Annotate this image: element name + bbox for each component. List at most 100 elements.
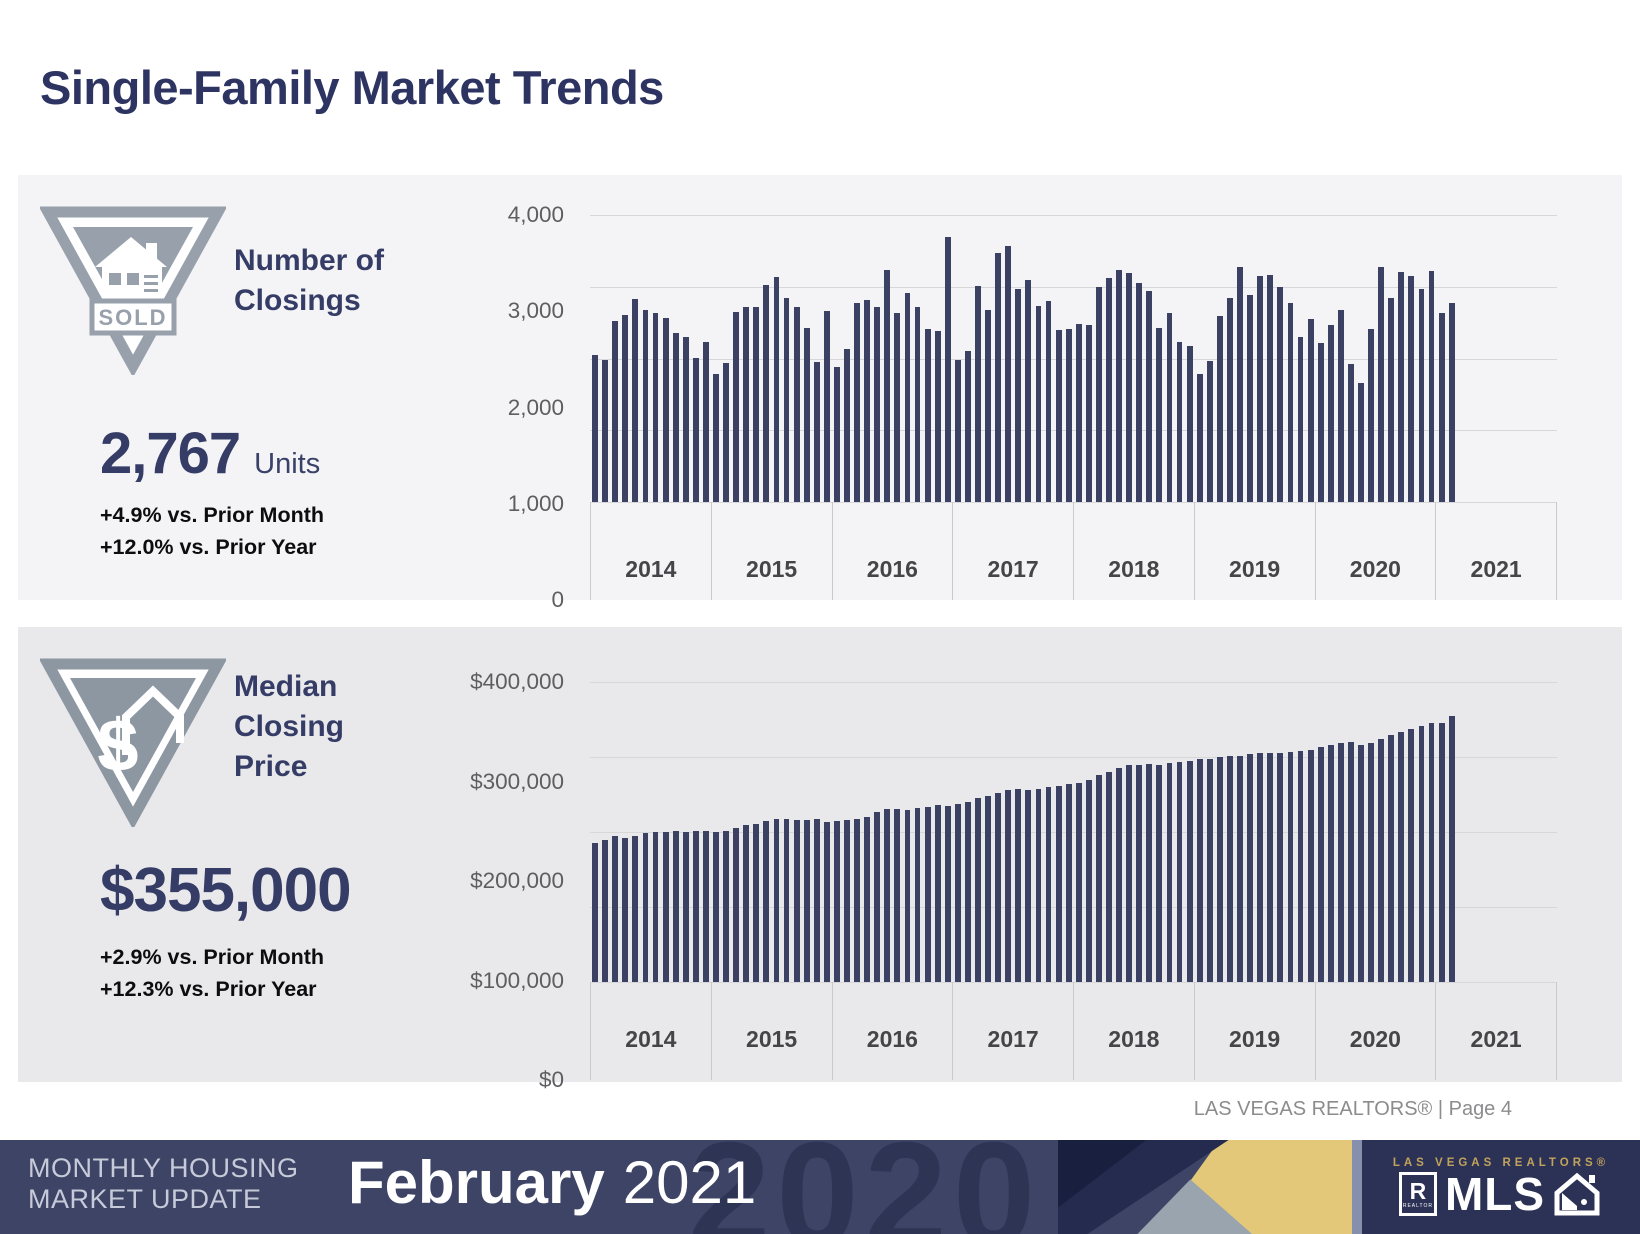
data-bar: [753, 823, 760, 982]
bar-slot: [731, 682, 741, 982]
bar-slot: [1104, 215, 1114, 502]
data-bar: [1065, 329, 1072, 502]
bar-slot: [923, 215, 933, 502]
data-bar: [894, 313, 901, 502]
data-bar: [1418, 289, 1425, 502]
mls-logo-realtors-text: LAS VEGAS REALTORS®: [1392, 1157, 1610, 1169]
bar-slot: [963, 215, 973, 502]
data-bar: [1085, 324, 1092, 502]
x-axis-year-section: 2015: [710, 982, 832, 1080]
data-bar: [1025, 790, 1032, 982]
bar-slot: [1457, 682, 1467, 982]
data-bar: [733, 827, 740, 982]
x-axis-year-section: 2020: [1314, 502, 1436, 600]
bar-slot: [1185, 215, 1195, 502]
bar-slot: [1457, 215, 1467, 502]
bar-slot: [872, 215, 882, 502]
data-bar: [1378, 739, 1385, 982]
bar-slot: [640, 682, 650, 982]
bar-slot: [661, 682, 671, 982]
data-bar: [1438, 312, 1445, 502]
bar-slot: [973, 682, 983, 982]
page-title: Single-Family Market Trends: [40, 61, 664, 114]
footer-banner: 2020 MONTHLY HOUSING MARKET UPDATE Febru…: [0, 1140, 1640, 1234]
bar-slot: [1497, 215, 1507, 502]
dollar-house-badge-icon: $: [38, 655, 228, 830]
x-axis-year-label: 2021: [1470, 556, 1522, 582]
data-bar: [1186, 760, 1193, 982]
data-bar: [1025, 279, 1032, 502]
bar-slot: [701, 215, 711, 502]
x-axis-year-label: 2014: [625, 556, 677, 582]
bar-slot: [1295, 682, 1305, 982]
bar-slot: [640, 215, 650, 502]
bar-slot: [822, 682, 832, 982]
data-bar: [1428, 723, 1435, 982]
bar-slot: [1245, 682, 1255, 982]
data-bar: [995, 253, 1002, 502]
year-watermark: 2020: [688, 1140, 1042, 1234]
data-bar: [1257, 276, 1264, 502]
x-axis-band: 2014 2015 2016 2017 2018 2019 2020 2021: [590, 502, 1557, 600]
data-bar: [965, 351, 971, 502]
data-bar: [753, 306, 760, 502]
bar-slot: [1023, 215, 1033, 502]
bar-slot: [943, 682, 953, 982]
bar-slot: [892, 682, 902, 982]
bar-slot: [973, 215, 983, 502]
bar-slot: [852, 215, 862, 502]
median-price-vs-prior-year: +12.3% vs. Prior Year: [100, 977, 317, 1001]
bars: [590, 682, 1557, 982]
bar-slot: [1356, 682, 1366, 982]
bar-slot: [923, 682, 933, 982]
data-bar: [642, 310, 649, 502]
data-bar: [854, 819, 860, 982]
bar-slot: [681, 215, 691, 502]
gridline: [590, 286, 1557, 288]
data-bar: [1216, 757, 1223, 982]
bar-slot: [1285, 215, 1295, 502]
data-bar: [723, 362, 729, 502]
bar-slot: [701, 682, 711, 982]
bar-slot: [1114, 682, 1124, 982]
bar-slot: [822, 215, 832, 502]
data-bar: [642, 832, 649, 982]
bar-slot: [1275, 682, 1285, 982]
data-bar: [702, 830, 709, 982]
data-bar: [985, 309, 991, 502]
x-axis-year-section: 2021: [1435, 502, 1557, 600]
x-axis-year-label: 2019: [1229, 556, 1281, 582]
x-axis-year-section: 2018: [1073, 982, 1194, 1080]
median-price-vs-prior-month: +2.9% vs. Prior Month: [100, 945, 325, 969]
bar-slot: [1527, 215, 1537, 502]
bar-slot: [590, 682, 600, 982]
data-bar: [1277, 753, 1284, 982]
data-bar: [1408, 275, 1415, 502]
bar-slot: [993, 215, 1003, 502]
data-bar: [833, 367, 840, 502]
gridline: [590, 215, 1557, 216]
bar-slot: [1366, 682, 1376, 982]
data-bar: [874, 306, 881, 502]
bar-slot: [1064, 682, 1074, 982]
data-bar: [975, 798, 981, 982]
bar-slot: [882, 215, 892, 502]
bar-slot: [1003, 215, 1013, 502]
data-bar: [743, 306, 750, 502]
bar-slot: [761, 682, 771, 982]
data-bar: [662, 832, 669, 982]
bar-slot: [1144, 215, 1154, 502]
bar-slot: [832, 215, 842, 502]
realtor-r-icon: R REALTOR: [1398, 1172, 1437, 1216]
bar-slot: [1013, 215, 1023, 502]
data-bar: [1247, 295, 1254, 502]
data-bar: [954, 359, 961, 502]
bar-slot: [1346, 215, 1356, 502]
bar-slot: [620, 215, 630, 502]
closings-vs-prior-month: +4.9% vs. Prior Month: [100, 503, 325, 527]
data-bar: [1045, 301, 1052, 502]
bar-slot: [802, 682, 812, 982]
bar-slot: [1527, 682, 1537, 982]
data-bar: [995, 793, 1002, 982]
data-bar: [602, 359, 609, 502]
